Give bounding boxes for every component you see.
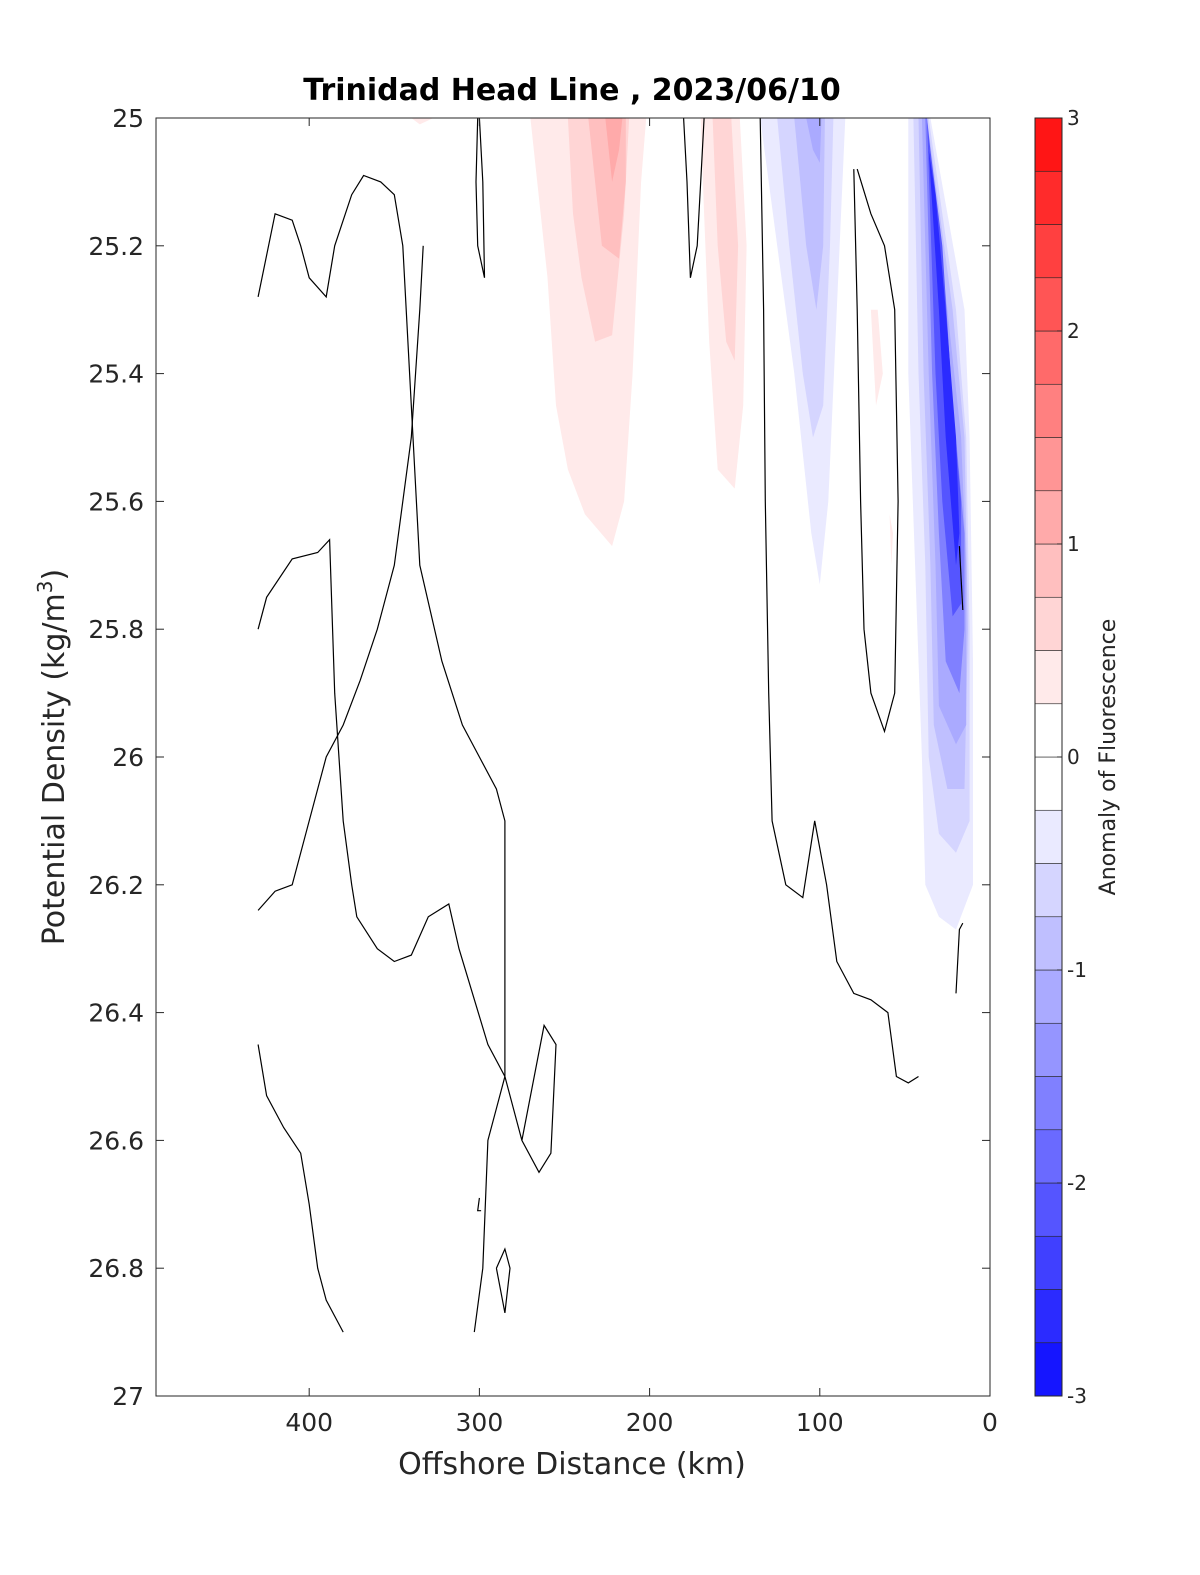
colorbar-tick-label: -1 bbox=[1067, 958, 1087, 982]
y-tick-label: 26.4 bbox=[88, 999, 144, 1028]
y-tick-label: 27 bbox=[112, 1382, 144, 1411]
contour-fill-region bbox=[411, 118, 434, 125]
colorbar: 3 2 1 0 -1 -2 -3 Anomaly of Fluorescence bbox=[1034, 106, 1121, 1408]
colorbar-swatch bbox=[1034, 170, 1063, 225]
colorbar-swatch bbox=[1034, 383, 1063, 438]
colorbar-swatch bbox=[1034, 490, 1063, 545]
colorbar-ticks: 3 2 1 0 -1 -2 -3 bbox=[1057, 106, 1087, 1408]
contour-fill-region bbox=[605, 118, 623, 182]
colorbar-swatch bbox=[1034, 1129, 1063, 1184]
zero-contour-line bbox=[853, 168, 899, 734]
colorbar-tick-label: 1 bbox=[1067, 532, 1080, 556]
y-tick-label: 26 bbox=[112, 743, 144, 772]
colorbar-swatch bbox=[1034, 756, 1063, 811]
colorbar-swatch bbox=[1034, 969, 1063, 1024]
x-tick-label: 200 bbox=[626, 1408, 674, 1437]
zero-contour-line bbox=[495, 1247, 511, 1314]
y-axis-title: Potential Density (kg/m3) bbox=[33, 569, 72, 945]
y-tick-label: 26.2 bbox=[88, 871, 144, 900]
x-tick-label: 100 bbox=[796, 1408, 844, 1437]
zero-contour-line bbox=[958, 546, 964, 611]
contour-fill-region bbox=[712, 118, 739, 361]
colorbar-swatches bbox=[1034, 117, 1063, 1397]
zero-contour-line bbox=[257, 245, 424, 911]
colorbar-swatch bbox=[1034, 224, 1063, 279]
x-axis: 400 300 200 100 0 bbox=[285, 118, 998, 1437]
y-axis-title-suffix: ) bbox=[37, 569, 72, 581]
colorbar-swatch bbox=[1034, 650, 1063, 705]
colorbar-tick-label: 0 bbox=[1067, 745, 1080, 769]
colorbar-swatch bbox=[1034, 703, 1063, 758]
y-axis: 25 25.2 25.4 25.6 25.8 26 26.2 26.4 26.6 26.8 27 bbox=[88, 104, 990, 1411]
y-tick-label: 25 bbox=[112, 104, 144, 133]
y-tick-label: 25.8 bbox=[88, 615, 144, 644]
zero-contour-line bbox=[683, 118, 705, 278]
contour-fill-region bbox=[806, 118, 822, 163]
zero-contour-line bbox=[475, 118, 486, 278]
y-tick-label: 25.4 bbox=[88, 360, 144, 389]
colorbar-tick-label: -3 bbox=[1067, 1384, 1087, 1408]
colorbar-swatch bbox=[1034, 543, 1063, 598]
y-tick-label: 25.2 bbox=[88, 232, 144, 261]
zero-contour-line bbox=[955, 922, 964, 994]
colorbar-swatch bbox=[1034, 916, 1063, 971]
chart-title: Trinidad Head Line , 2023/06/10 bbox=[303, 73, 840, 108]
colorbar-tick-label: -2 bbox=[1067, 1171, 1087, 1195]
y-tick-label: 26.8 bbox=[88, 1254, 144, 1283]
y-tick-label: 25.6 bbox=[88, 487, 144, 516]
colorbar-swatch bbox=[1034, 117, 1063, 172]
y-axis-title-main: Potential Density (kg/m bbox=[37, 593, 72, 945]
colorbar-swatch bbox=[1034, 437, 1063, 492]
y-tick-label: 26.6 bbox=[88, 1126, 144, 1155]
zero-contour-lines bbox=[257, 118, 964, 1333]
x-tick-label: 400 bbox=[285, 1408, 333, 1437]
colorbar-swatch bbox=[1034, 1289, 1063, 1344]
x-axis-title: Offshore Distance (km) bbox=[398, 1447, 746, 1482]
colorbar-swatch bbox=[1034, 596, 1063, 651]
colorbar-swatch bbox=[1034, 863, 1063, 918]
x-tick-label: 0 bbox=[982, 1408, 998, 1437]
y-axis-title-superscript: 3 bbox=[33, 580, 57, 593]
x-tick-label: 300 bbox=[456, 1408, 504, 1437]
zero-contour-line bbox=[477, 1197, 482, 1212]
colorbar-swatch bbox=[1034, 330, 1063, 385]
colorbar-swatch bbox=[1034, 1076, 1063, 1131]
colorbar-title: Anomaly of Fluorescence bbox=[1096, 619, 1121, 896]
contour-fill-region bbox=[889, 514, 893, 566]
zero-contour-line bbox=[257, 174, 506, 1333]
contour-fill-region bbox=[928, 150, 960, 566]
colorbar-swatch bbox=[1034, 1022, 1063, 1077]
colorbar-swatch bbox=[1034, 809, 1063, 864]
zero-contour-line bbox=[257, 1044, 344, 1333]
contour-fill-region bbox=[870, 309, 883, 406]
colorbar-tick-label: 2 bbox=[1067, 319, 1080, 343]
filled-contours bbox=[411, 118, 973, 930]
colorbar-swatch bbox=[1034, 1342, 1063, 1397]
colorbar-swatch bbox=[1034, 1235, 1063, 1290]
colorbar-swatch bbox=[1034, 1182, 1063, 1237]
contour-fill-region bbox=[794, 118, 825, 310]
colorbar-tick-label: 3 bbox=[1067, 106, 1080, 130]
zero-contour-line bbox=[759, 118, 919, 1084]
zero-contour-line bbox=[257, 538, 557, 1174]
colorbar-swatch bbox=[1034, 277, 1063, 332]
